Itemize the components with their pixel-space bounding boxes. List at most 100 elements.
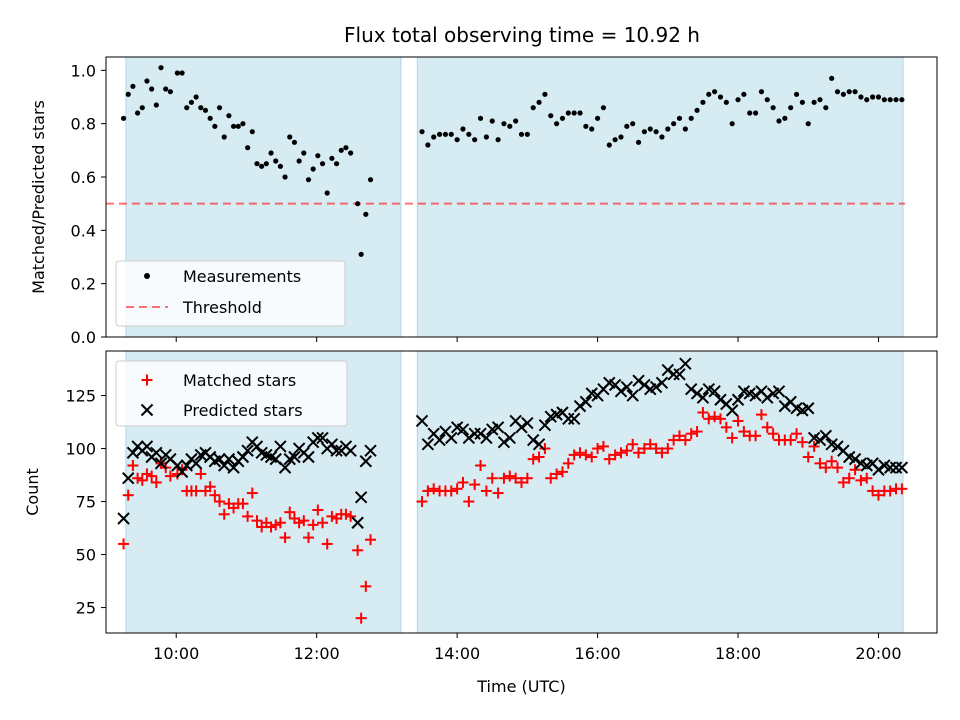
- matched-star-point: [317, 517, 329, 529]
- matched-star-point: [627, 438, 639, 450]
- measurement-point: [729, 121, 735, 127]
- matched-star-point: [609, 449, 621, 461]
- matched-star-point: [132, 472, 144, 484]
- predicted-star-point: [772, 385, 786, 398]
- cross-stroke: [784, 395, 797, 409]
- cross-stroke: [445, 431, 458, 445]
- measurement-point: [571, 110, 577, 116]
- measurement-point: [348, 150, 354, 156]
- matched-star-point: [345, 510, 357, 522]
- predicted-star-point: [872, 463, 885, 476]
- top-legend: Measurements Threshold: [115, 260, 346, 327]
- predicted-star-point: [819, 429, 833, 443]
- cross-stroke: [344, 444, 357, 457]
- predicted-star-point: [415, 414, 429, 428]
- y-tick-label: 0.4: [71, 221, 96, 240]
- measurement-point: [216, 105, 223, 111]
- matched-star-point: [761, 421, 773, 433]
- measurement-point: [618, 134, 624, 140]
- measurement-point: [612, 137, 618, 143]
- cross-stroke: [250, 440, 264, 453]
- measurement-point: [310, 166, 316, 172]
- matched-star-point: [656, 447, 668, 459]
- predicted-star-point: [749, 389, 762, 402]
- measurement-point: [799, 99, 806, 105]
- matched-star-point: [796, 436, 808, 448]
- measurement-point: [817, 97, 823, 103]
- predicted-star-point: [848, 452, 862, 466]
- measurement-point: [741, 91, 747, 97]
- cross-stroke: [538, 419, 552, 432]
- y-tick-label: 1.0: [71, 61, 96, 80]
- predicted-star-point: [614, 385, 628, 398]
- predicted-star-point: [491, 421, 505, 434]
- measurement-point: [635, 139, 642, 145]
- predicted-star-point: [526, 433, 540, 447]
- predicted-star-point: [150, 446, 163, 459]
- matched-star-point: [422, 485, 434, 497]
- cross-stroke: [825, 438, 838, 451]
- cross-stroke: [866, 457, 879, 470]
- cross-stroke: [872, 463, 885, 476]
- top-y-axis-label: Matched/Predicted stars: [29, 100, 48, 294]
- measurement-point: [153, 102, 159, 108]
- matched-star-point: [486, 472, 498, 484]
- predicted-star-point: [433, 433, 446, 447]
- cross-stroke: [330, 444, 343, 457]
- cross-stroke: [359, 455, 373, 468]
- cross-stroke: [509, 414, 522, 428]
- measurement-point: [448, 131, 454, 137]
- cross-stroke: [150, 446, 163, 459]
- matched-star-point: [246, 487, 258, 499]
- matched-star-point: [709, 411, 721, 423]
- bottom-panel: 25 50 75 100 125 10:00 12:00 14:00 16:00 18:00 20…: [23, 350, 938, 696]
- cross-stroke: [685, 382, 698, 396]
- matched-star-point: [650, 443, 662, 455]
- predicted-star-point: [620, 380, 634, 394]
- cross-stroke: [614, 385, 628, 398]
- predicted-star-point: [714, 393, 727, 406]
- matched-star-point: [679, 434, 691, 446]
- predicted-star-point: [302, 450, 315, 464]
- cross-stroke: [848, 452, 862, 466]
- matched-star-point: [826, 455, 838, 467]
- measurement-point: [565, 110, 571, 116]
- measurement-point: [207, 115, 213, 121]
- predicted-star-point: [573, 399, 587, 413]
- top-y-ticks: 0.0 0.2 0.4 0.6 0.8 1.0: [71, 61, 106, 347]
- matched-star-point: [633, 447, 645, 459]
- matched-star-point: [720, 421, 732, 433]
- measurement-point: [846, 89, 852, 95]
- measurement-point: [548, 113, 554, 119]
- measurement-point: [893, 97, 899, 103]
- matched-star-point: [251, 515, 263, 527]
- cross-stroke: [655, 376, 669, 390]
- x-axis-label: Time (UTC): [476, 677, 565, 696]
- bottom-y-axis-label: Count: [23, 468, 42, 516]
- cross-stroke: [474, 427, 487, 440]
- predicted-star-point: [468, 427, 481, 440]
- matched-star-point: [597, 440, 609, 452]
- y-tick-label: 50: [76, 546, 96, 565]
- measurement-point: [425, 142, 431, 148]
- bottom-x-ticks: 10:00 12:00 14:00 16:00 18:00 20:00: [153, 633, 902, 663]
- predicted-star-point: [126, 446, 140, 459]
- predicted-star-point: [813, 433, 827, 447]
- measurement-point: [282, 174, 288, 180]
- measurement-point: [735, 97, 741, 103]
- cross-stroke: [274, 440, 287, 453]
- cross-stroke: [515, 421, 528, 434]
- measurement-point: [305, 177, 312, 183]
- matched-star-point: [146, 470, 158, 482]
- cross-stroke: [175, 465, 189, 479]
- predicted-star-point: [497, 435, 511, 449]
- cross-stroke: [562, 412, 575, 426]
- measurement-point: [782, 115, 788, 121]
- matched-star-point: [463, 496, 475, 508]
- predicted-star-point: [708, 385, 721, 398]
- predicted-star-point: [421, 438, 435, 451]
- matched-star-point: [580, 449, 592, 461]
- x-tick-label: 20:00: [855, 644, 901, 663]
- measurement-point: [287, 134, 293, 140]
- matched-star-point: [750, 430, 762, 442]
